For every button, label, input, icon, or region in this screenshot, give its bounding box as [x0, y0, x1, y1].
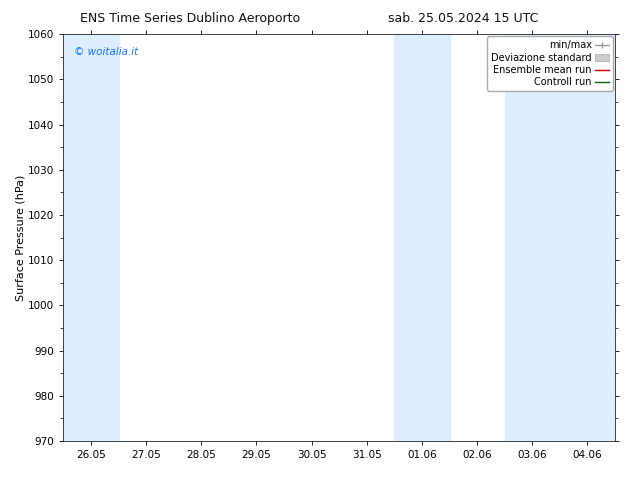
Bar	[394, 34, 450, 441]
Legend: min/max, Deviazione standard, Ensemble mean run, Controll run: min/max, Deviazione standard, Ensemble m…	[488, 36, 613, 91]
Text: © woitalia.it: © woitalia.it	[74, 47, 139, 56]
Bar	[63, 34, 119, 441]
Text: sab. 25.05.2024 15 UTC: sab. 25.05.2024 15 UTC	[387, 12, 538, 25]
Text: ENS Time Series Dublino Aeroporto: ENS Time Series Dublino Aeroporto	[80, 12, 301, 25]
Bar	[505, 34, 615, 441]
Y-axis label: Surface Pressure (hPa): Surface Pressure (hPa)	[15, 174, 25, 301]
